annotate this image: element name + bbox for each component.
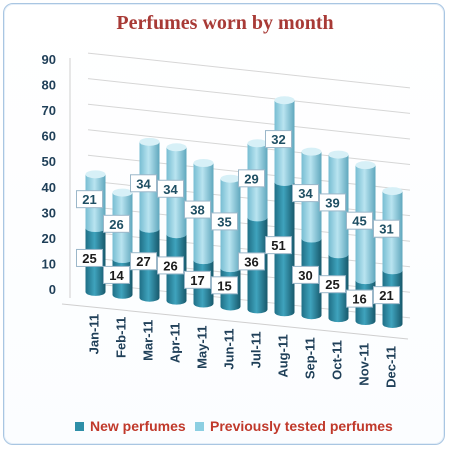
x-tick-label: Apr-11 (168, 323, 183, 363)
data-label-box (130, 174, 157, 193)
data-label: 29 (244, 171, 258, 186)
data-label-box (76, 248, 103, 267)
y-tick-label: 30 (42, 205, 56, 220)
bar-previous-cap (112, 188, 133, 197)
data-label-box (373, 219, 400, 238)
y-tick-label: 90 (42, 52, 56, 67)
data-label: 35 (217, 214, 231, 229)
y-tick-label: 20 (42, 231, 56, 246)
bar-previous-cap (193, 159, 214, 168)
bar-previous-cap (382, 187, 403, 196)
bar-previous-cap (328, 150, 349, 159)
legend-label-new: New perfumes (90, 418, 186, 434)
y-tick-label: 80 (42, 78, 56, 93)
data-label: 30 (298, 268, 312, 283)
data-label: 34 (136, 176, 151, 191)
bar-previous-cap (166, 143, 187, 152)
data-label-box (103, 214, 130, 233)
bar-previous-cap (355, 161, 376, 170)
data-label: 31 (379, 222, 393, 237)
x-tick-label: Jun-11 (222, 328, 237, 369)
data-label-box (184, 270, 211, 289)
legend-item-new: New perfumes (75, 418, 186, 434)
data-label-box (292, 184, 319, 203)
data-label-box (346, 211, 373, 230)
data-label-box (265, 236, 292, 255)
y-tick-label: 0 (49, 282, 56, 297)
data-label-box (292, 265, 319, 284)
chart-legend: New perfumes Previously tested perfumes (0, 418, 450, 436)
floor-edge (61, 303, 409, 340)
y-tick-label: 50 (42, 154, 56, 169)
legend-item-previous: Previously tested perfumes (195, 418, 393, 434)
data-label: 36 (244, 254, 258, 269)
x-tick-label: Jan-11 (87, 314, 102, 354)
data-label: 14 (109, 268, 124, 283)
data-label: 21 (82, 192, 96, 207)
y-tick-label: 60 (42, 129, 56, 144)
data-label: 15 (217, 278, 231, 293)
data-label: 17 (190, 273, 204, 288)
data-label: 26 (109, 217, 123, 232)
data-label-box (319, 193, 346, 212)
data-label-box (346, 289, 373, 308)
data-label: 25 (82, 251, 96, 266)
bar-previous-cap (85, 170, 106, 179)
data-label-box (319, 275, 346, 294)
data-label-box (211, 276, 238, 295)
data-label: 38 (190, 203, 204, 218)
data-label-box (103, 265, 130, 284)
bar-previous-cap (220, 174, 241, 183)
data-label-box (157, 179, 184, 198)
data-label: 34 (163, 182, 178, 197)
data-label-box (238, 169, 265, 188)
x-tick-label: Jul-11 (249, 331, 264, 368)
data-label-box (373, 286, 400, 305)
data-label: 26 (163, 258, 177, 273)
gridline (87, 78, 411, 114)
legend-label-previous: Previously tested perfumes (210, 418, 393, 434)
bar-previous-cap (301, 147, 322, 156)
data-label: 16 (352, 292, 366, 307)
data-label-box (238, 252, 265, 271)
data-label: 51 (271, 238, 285, 253)
data-label-box (265, 130, 292, 149)
data-label-box (130, 252, 157, 271)
legend-swatch-new (75, 421, 84, 431)
y-tick-label: 40 (42, 180, 56, 195)
data-label: 45 (352, 214, 366, 229)
data-label: 39 (325, 195, 339, 210)
x-tick-label: Sep-11 (303, 337, 318, 379)
gridline (87, 103, 411, 140)
x-tick-label: Mar-11 (141, 320, 156, 361)
data-label-box (76, 190, 103, 209)
data-label: 32 (271, 132, 285, 147)
data-label: 25 (325, 277, 339, 292)
x-tick-label: Dec-11 (384, 346, 399, 388)
data-label-box (211, 212, 238, 231)
data-label: 21 (379, 288, 393, 303)
x-tick-label: Oct-11 (330, 340, 345, 380)
data-label: 27 (136, 254, 150, 269)
legend-swatch-previous (195, 421, 204, 431)
x-tick-label: Nov-11 (357, 343, 372, 386)
data-label-box (184, 200, 211, 219)
bar-previous-cap (139, 137, 160, 146)
x-tick-label: Aug-11 (276, 334, 291, 377)
x-tick-label: Feb-11 (114, 317, 129, 358)
data-label: 34 (298, 186, 313, 201)
gridline (87, 52, 411, 89)
bar-previous-cap (274, 96, 295, 105)
data-label-box (157, 256, 184, 275)
x-tick-label: May-11 (195, 326, 210, 369)
y-tick-label: 70 (42, 103, 56, 118)
y-tick-label: 10 (42, 256, 56, 271)
chart-title: Perfumes worn by month (116, 12, 334, 34)
bar-previous-cap (247, 139, 268, 148)
